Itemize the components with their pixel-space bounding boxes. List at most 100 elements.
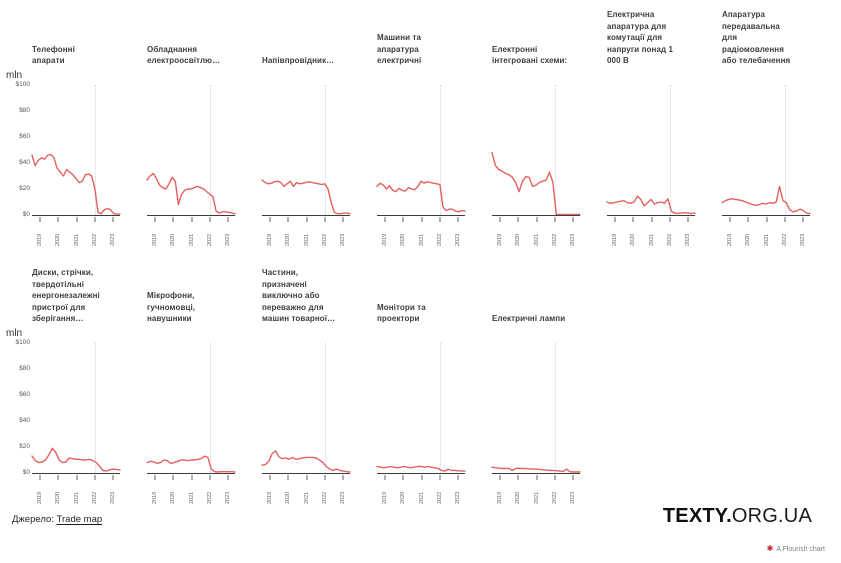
x-axis-tick: [457, 217, 459, 222]
x-axis-tick: [457, 475, 459, 480]
chart-1: Обладнання електроосвітлю… 2019 2020 2021 20…: [146, 5, 261, 246]
plot-area: 2019 2020 2021 2022 2023: [491, 343, 581, 504]
y-axis-row-1: mln $100 $80 $60 $40 $20 $0: [4, 328, 34, 476]
x-axis-label: 2019: [151, 233, 158, 246]
chart-title: Монітори та проектори: [377, 302, 426, 324]
x-axis-label: 2020: [515, 491, 521, 504]
x-axis-label: 2020: [285, 491, 291, 504]
event-marker-line-2022: [95, 85, 96, 215]
x-axis-label: 2019: [611, 233, 618, 246]
y-axis-label: $40: [19, 159, 30, 166]
x-axis-label: 2021: [303, 233, 310, 246]
flourish-attribution-label: A Flourish chart: [776, 545, 825, 553]
x-axis-label: 2021: [303, 491, 310, 504]
plot-area: 2019 2020 2021 2022 2023: [261, 85, 351, 246]
x-axis-tick: [38, 475, 41, 480]
x-axis-label: 2023: [225, 491, 231, 504]
plot-area: 2019 2020 2021 2022 2023: [31, 343, 121, 504]
flourish-attribution[interactable]: ✱ A Flourish chart: [767, 545, 825, 553]
x-axis-label: 2023: [110, 491, 116, 504]
x-axis-tick: [613, 217, 616, 222]
chart-title: Напівпровідник…: [262, 56, 335, 66]
x-axis-label: 2019: [726, 233, 733, 246]
sparkline: [31, 153, 121, 215]
y-axis-label: $60: [19, 133, 30, 140]
y-axis-label: $100: [15, 81, 30, 88]
x-axis-tick: [554, 217, 556, 222]
x-axis-tick: [420, 217, 423, 222]
x-axis-line: [147, 215, 235, 216]
x-axis-tick: [383, 217, 386, 222]
x-axis-tick: [439, 217, 441, 222]
x-axis-tick: [227, 217, 229, 222]
x-axis-tick: [342, 475, 344, 480]
x-axis-label: 2021: [73, 491, 80, 504]
x-axis-label: 2021: [418, 491, 425, 504]
x-axis-label: 2022: [667, 233, 673, 246]
y-axis-label: $60: [19, 391, 30, 398]
x-axis-label: 2022: [92, 233, 98, 246]
y-axis-label: $0: [22, 211, 30, 218]
x-axis-tick: [172, 217, 174, 222]
x-axis-tick: [747, 217, 749, 222]
y-axis-label: $100: [15, 339, 30, 346]
sparkline: [376, 465, 466, 472]
event-marker-line-2022: [555, 85, 556, 215]
event-marker-line-2022: [785, 85, 786, 215]
chart-title: Мікрофони, гучномовці, навушники: [147, 291, 196, 324]
data-line: [31, 153, 121, 215]
event-marker-line-2022: [95, 343, 96, 473]
chart-title: Електронні інтегровані схеми:: [492, 44, 568, 66]
data-line: [491, 151, 581, 216]
x-axis-line: [147, 473, 235, 474]
x-axis-line: [377, 215, 465, 216]
sparkline: [261, 450, 351, 473]
x-axis-label: 2019: [381, 233, 388, 246]
x-axis-line: [32, 215, 120, 216]
x-axis-label: 2021: [533, 491, 540, 504]
x-axis-tick: [324, 217, 326, 222]
y-axis-label: $40: [19, 417, 30, 424]
x-axis-label: 2023: [570, 233, 576, 246]
flourish-asterisk-icon: ✱: [766, 544, 774, 553]
event-marker-line-2022: [670, 85, 671, 215]
x-axis-tick: [172, 475, 174, 480]
data-line: [31, 447, 121, 472]
x-axis-tick: [112, 217, 114, 222]
chart-title: Обладнання електроосвітлю…: [147, 44, 221, 66]
x-axis-label: 2020: [515, 233, 521, 246]
x-axis-label: 2023: [685, 233, 691, 246]
x-axis-label: 2020: [400, 233, 406, 246]
event-marker-line-2022: [440, 85, 441, 215]
x-axis-line: [262, 215, 350, 216]
event-marker-line-2022: [555, 343, 556, 473]
chart-5: Електрична апаратура для комутації для н…: [606, 5, 721, 246]
x-axis-label: 2019: [381, 491, 388, 504]
source-link[interactable]: Trade map: [56, 514, 103, 525]
x-axis-label: 2021: [533, 233, 540, 246]
x-axis-tick: [669, 217, 671, 222]
x-axis-label: 2023: [800, 233, 806, 246]
x-axis-tick: [190, 217, 193, 222]
x-axis-tick: [268, 217, 271, 222]
event-marker-line-2022: [210, 343, 211, 473]
sparkline: [491, 151, 581, 216]
texty-logo-bold: TEXTY.: [662, 505, 732, 527]
x-axis-tick: [687, 217, 689, 222]
x-axis-tick: [305, 217, 308, 222]
x-axis-label: 2020: [745, 233, 751, 246]
plot-area: 2019 2020 2021 2022 2023: [721, 85, 811, 246]
chart-6: Апаратура передавальна для радіомовлення…: [721, 5, 836, 246]
sparkline: [31, 447, 121, 472]
y-axis-label: $20: [19, 443, 30, 450]
sparkline: [376, 180, 466, 213]
x-axis-tick: [227, 475, 229, 480]
chart-title: Апаратура передавальна для радіомовлення…: [722, 10, 791, 66]
x-axis-tick: [57, 475, 59, 480]
plot-area: 2019 2020 2021 2022 2023: [491, 85, 581, 246]
x-axis-label: 2023: [455, 233, 461, 246]
x-axis-line: [492, 473, 580, 474]
x-axis-label: 2022: [437, 491, 443, 504]
chart-2: Напівпровідник… 2019 2020 2021 2022 2023: [261, 5, 376, 246]
